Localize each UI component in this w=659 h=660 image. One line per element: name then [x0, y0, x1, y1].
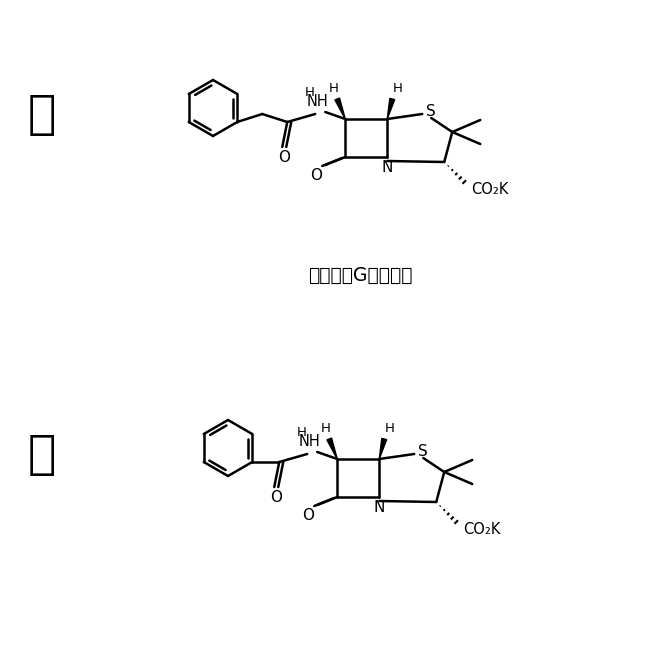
Text: H: H: [297, 426, 306, 438]
Text: H: H: [384, 422, 394, 436]
Text: ペニシリGカリウム: ペニシリGカリウム: [308, 265, 413, 284]
Polygon shape: [379, 438, 387, 459]
Text: H: H: [392, 82, 402, 96]
Text: 正: 正: [28, 92, 56, 137]
Text: CO₂K: CO₂K: [472, 183, 509, 197]
Text: O: O: [302, 508, 314, 523]
Polygon shape: [327, 438, 337, 459]
Text: NH: NH: [299, 434, 320, 449]
Polygon shape: [387, 98, 395, 119]
Text: N: N: [374, 500, 385, 515]
Text: NH: NH: [306, 94, 328, 110]
Text: S: S: [418, 444, 428, 459]
Text: CO₂K: CO₂K: [463, 523, 501, 537]
Text: H: H: [304, 86, 314, 98]
Text: S: S: [426, 104, 436, 119]
Text: O: O: [278, 150, 290, 164]
Text: N: N: [382, 160, 393, 176]
Text: O: O: [270, 490, 282, 504]
Text: H: H: [328, 82, 338, 96]
Text: O: O: [310, 168, 322, 183]
Polygon shape: [335, 98, 345, 119]
Text: 誤: 誤: [28, 432, 56, 477]
Text: H: H: [320, 422, 330, 436]
